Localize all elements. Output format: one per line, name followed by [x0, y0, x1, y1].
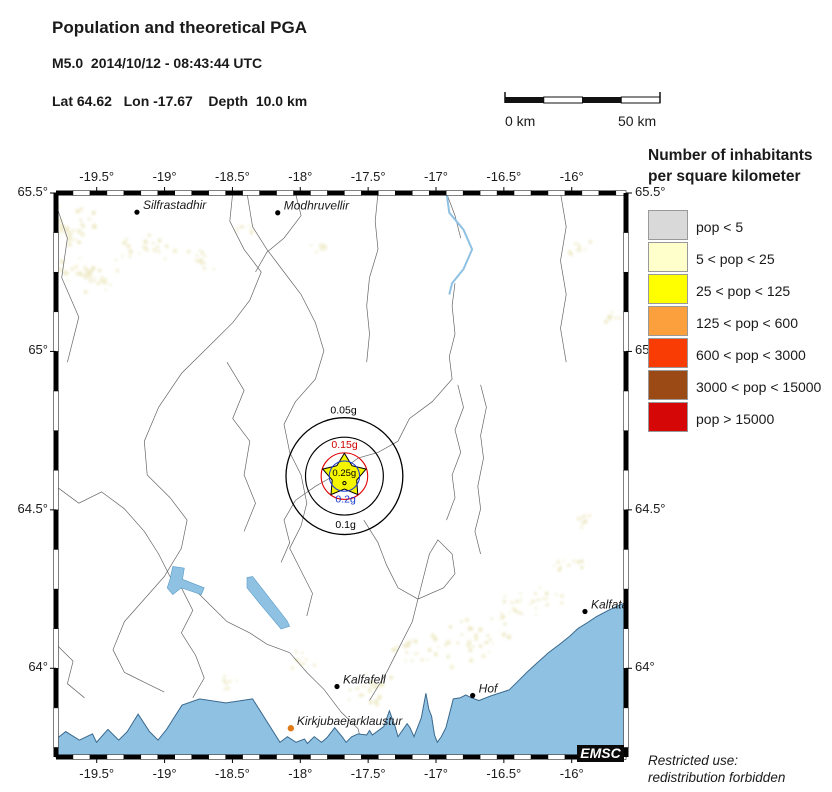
svg-text:Kalfatá: Kalfatá	[591, 597, 629, 611]
svg-text:0.15g: 0.15g	[331, 439, 357, 451]
svg-text:0.25g: 0.25g	[332, 468, 356, 479]
svg-text:Kirkjubaejarklaustur: Kirkjubaejarklaustur	[297, 714, 403, 728]
svg-text:0.05g: 0.05g	[330, 405, 356, 417]
svg-text:0.2g: 0.2g	[335, 493, 356, 505]
svg-text:0.1g: 0.1g	[335, 519, 356, 531]
svg-text:Hof: Hof	[479, 682, 499, 696]
svg-text:Kalfafell: Kalfafell	[343, 673, 386, 687]
svg-text:Modhruvellir: Modhruvellir	[284, 199, 350, 213]
svg-text:Silfrastadhir: Silfrastadhir	[143, 198, 207, 212]
